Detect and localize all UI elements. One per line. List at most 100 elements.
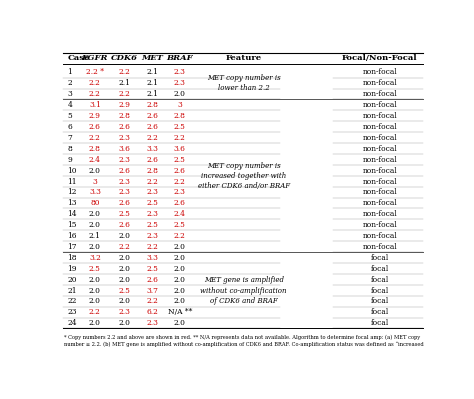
Text: focal: focal	[371, 276, 389, 284]
Text: 2.2: 2.2	[174, 178, 186, 186]
Text: non-focal: non-focal	[363, 112, 397, 120]
Text: 2.0: 2.0	[118, 232, 130, 240]
Text: 2.3: 2.3	[146, 210, 158, 218]
Text: non-focal: non-focal	[363, 101, 397, 109]
Text: 2.8: 2.8	[89, 145, 101, 153]
Text: 16: 16	[67, 232, 77, 240]
Text: 2.6: 2.6	[146, 123, 158, 131]
Text: 7: 7	[67, 134, 72, 142]
Text: 23: 23	[67, 308, 77, 316]
Text: 13: 13	[67, 200, 77, 207]
Text: focal: focal	[371, 265, 389, 273]
Text: 2.6: 2.6	[89, 123, 101, 131]
Text: 2.6: 2.6	[118, 221, 130, 229]
Text: non-focal: non-focal	[363, 232, 397, 240]
Text: 3.6: 3.6	[118, 145, 130, 153]
Text: 2.6: 2.6	[174, 167, 186, 175]
Text: Focal/Non-Focal: Focal/Non-Focal	[342, 54, 418, 62]
Text: 2.0: 2.0	[174, 90, 186, 98]
Text: 17: 17	[67, 243, 77, 251]
Text: 2.6: 2.6	[146, 276, 158, 284]
Text: non-focal: non-focal	[363, 200, 397, 207]
Text: * Copy numbers 2.2 and above are shown in red. ** N/A represents data not availa: * Copy numbers 2.2 and above are shown i…	[64, 335, 423, 347]
Text: 4: 4	[67, 101, 72, 109]
Text: 8: 8	[67, 145, 72, 153]
Text: non-focal: non-focal	[363, 210, 397, 218]
Text: Feature: Feature	[226, 54, 262, 62]
Text: MET: MET	[141, 54, 163, 62]
Text: 2.0: 2.0	[89, 210, 101, 218]
Text: 2.5: 2.5	[146, 200, 158, 207]
Text: 2.0: 2.0	[89, 221, 101, 229]
Text: 2.2: 2.2	[89, 79, 101, 87]
Text: focal: focal	[371, 319, 389, 327]
Text: 2.3: 2.3	[146, 319, 158, 327]
Text: 2.2: 2.2	[118, 90, 130, 98]
Text: Case: Case	[67, 54, 90, 62]
Text: 18: 18	[67, 254, 77, 262]
Text: 24: 24	[67, 319, 77, 327]
Text: 2.5: 2.5	[118, 286, 130, 294]
Text: 2.3: 2.3	[118, 308, 130, 316]
Text: 2.6: 2.6	[146, 112, 158, 120]
Text: non-focal: non-focal	[363, 167, 397, 175]
Text: 2.0: 2.0	[174, 243, 186, 251]
Text: 2.3: 2.3	[174, 69, 186, 77]
Text: MET gene is amplified
without co-amplification
of CDK6 and BRAF: MET gene is amplified without co-amplifi…	[201, 277, 287, 305]
Text: 2.5: 2.5	[174, 221, 186, 229]
Text: BRAF: BRAF	[166, 54, 193, 62]
Text: 12: 12	[67, 188, 77, 196]
Text: 21: 21	[67, 286, 77, 294]
Text: 3.6: 3.6	[174, 145, 186, 153]
Text: 3.3: 3.3	[146, 145, 158, 153]
Text: 2.2: 2.2	[146, 178, 158, 186]
Text: 2.6: 2.6	[118, 167, 130, 175]
Text: 2.5: 2.5	[89, 265, 101, 273]
Text: 6.2: 6.2	[146, 308, 158, 316]
Text: 2.2: 2.2	[174, 232, 186, 240]
Text: non-focal: non-focal	[363, 221, 397, 229]
Text: 2.1: 2.1	[146, 79, 158, 87]
Text: 2.1: 2.1	[146, 69, 158, 77]
Text: 19: 19	[67, 265, 77, 273]
Text: 2: 2	[67, 79, 72, 87]
Text: 2.0: 2.0	[118, 276, 130, 284]
Text: 3.2: 3.2	[89, 254, 101, 262]
Text: 2.0: 2.0	[89, 286, 101, 294]
Text: 2.2: 2.2	[146, 298, 158, 306]
Text: non-focal: non-focal	[363, 145, 397, 153]
Text: 2.2: 2.2	[146, 243, 158, 251]
Text: 2.2: 2.2	[118, 243, 130, 251]
Text: 2.6: 2.6	[174, 200, 186, 207]
Text: CDK6: CDK6	[111, 54, 138, 62]
Text: 2.8: 2.8	[174, 112, 186, 120]
Text: 11: 11	[67, 178, 77, 186]
Text: 2.2: 2.2	[89, 90, 101, 98]
Text: 2.5: 2.5	[146, 221, 158, 229]
Text: 2.3: 2.3	[118, 178, 130, 186]
Text: 14: 14	[67, 210, 77, 218]
Text: 2.0: 2.0	[89, 298, 101, 306]
Text: non-focal: non-focal	[363, 123, 397, 131]
Text: 2.6: 2.6	[146, 156, 158, 164]
Text: 2.2: 2.2	[146, 134, 158, 142]
Text: 2.3: 2.3	[118, 156, 130, 164]
Text: 2.0: 2.0	[89, 276, 101, 284]
Text: 2.3: 2.3	[118, 188, 130, 196]
Text: MET copy number is
increased together with
either CDK6 and/or BRAF: MET copy number is increased together wi…	[198, 162, 290, 190]
Text: 2.0: 2.0	[174, 254, 186, 262]
Text: 2.0: 2.0	[174, 319, 186, 327]
Text: 3.1: 3.1	[89, 101, 101, 109]
Text: non-focal: non-focal	[363, 69, 397, 77]
Text: 2.0: 2.0	[118, 298, 130, 306]
Text: 2.4: 2.4	[174, 210, 186, 218]
Text: 2.3: 2.3	[146, 188, 158, 196]
Text: EGFR: EGFR	[82, 54, 108, 62]
Text: 2.0: 2.0	[89, 243, 101, 251]
Text: 2.5: 2.5	[174, 123, 186, 131]
Text: 2.3: 2.3	[146, 232, 158, 240]
Text: 2.8: 2.8	[118, 112, 130, 120]
Text: 80: 80	[90, 200, 100, 207]
Text: 2.2 *: 2.2 *	[86, 69, 104, 77]
Text: 2.0: 2.0	[89, 319, 101, 327]
